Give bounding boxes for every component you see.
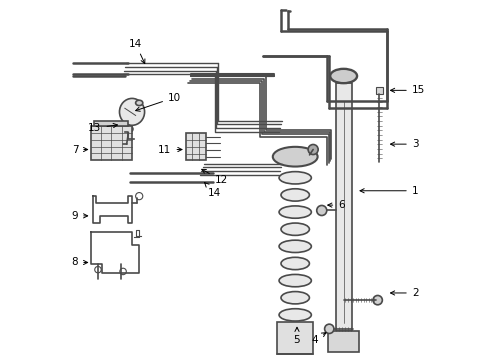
Text: 14: 14 [204,183,221,198]
Text: 5: 5 [294,327,300,345]
Ellipse shape [279,240,311,252]
Ellipse shape [279,206,311,218]
Ellipse shape [330,69,357,83]
Circle shape [324,324,334,333]
Text: 14: 14 [129,39,145,63]
Ellipse shape [273,147,318,167]
Text: 8: 8 [72,257,88,267]
Ellipse shape [136,100,143,105]
Ellipse shape [281,189,309,201]
Text: 2: 2 [391,288,418,298]
Text: 15: 15 [391,85,425,95]
Ellipse shape [279,274,311,287]
Bar [95,121,128,126]
Circle shape [95,266,101,273]
Circle shape [317,206,327,216]
Ellipse shape [279,309,311,321]
Bar [186,134,205,160]
Text: 7: 7 [72,144,88,154]
Text: 6: 6 [328,200,345,210]
Ellipse shape [124,126,133,133]
Bar [277,321,313,354]
Text: 4: 4 [312,333,326,345]
Circle shape [308,144,318,154]
Ellipse shape [281,223,309,235]
Ellipse shape [120,98,145,125]
Text: 9: 9 [72,211,88,221]
Ellipse shape [281,292,309,304]
FancyBboxPatch shape [91,126,132,160]
Circle shape [136,193,143,200]
Ellipse shape [279,172,311,184]
Text: 3: 3 [391,139,418,149]
Text: 1: 1 [360,186,418,196]
Text: 13: 13 [88,123,118,133]
FancyBboxPatch shape [328,330,359,352]
Circle shape [120,268,126,275]
Circle shape [373,296,382,305]
Bar [376,87,383,94]
Text: 12: 12 [202,169,228,185]
Bar [336,83,352,330]
Text: 10: 10 [136,93,181,111]
Text: 11: 11 [158,144,182,154]
Ellipse shape [281,257,309,270]
